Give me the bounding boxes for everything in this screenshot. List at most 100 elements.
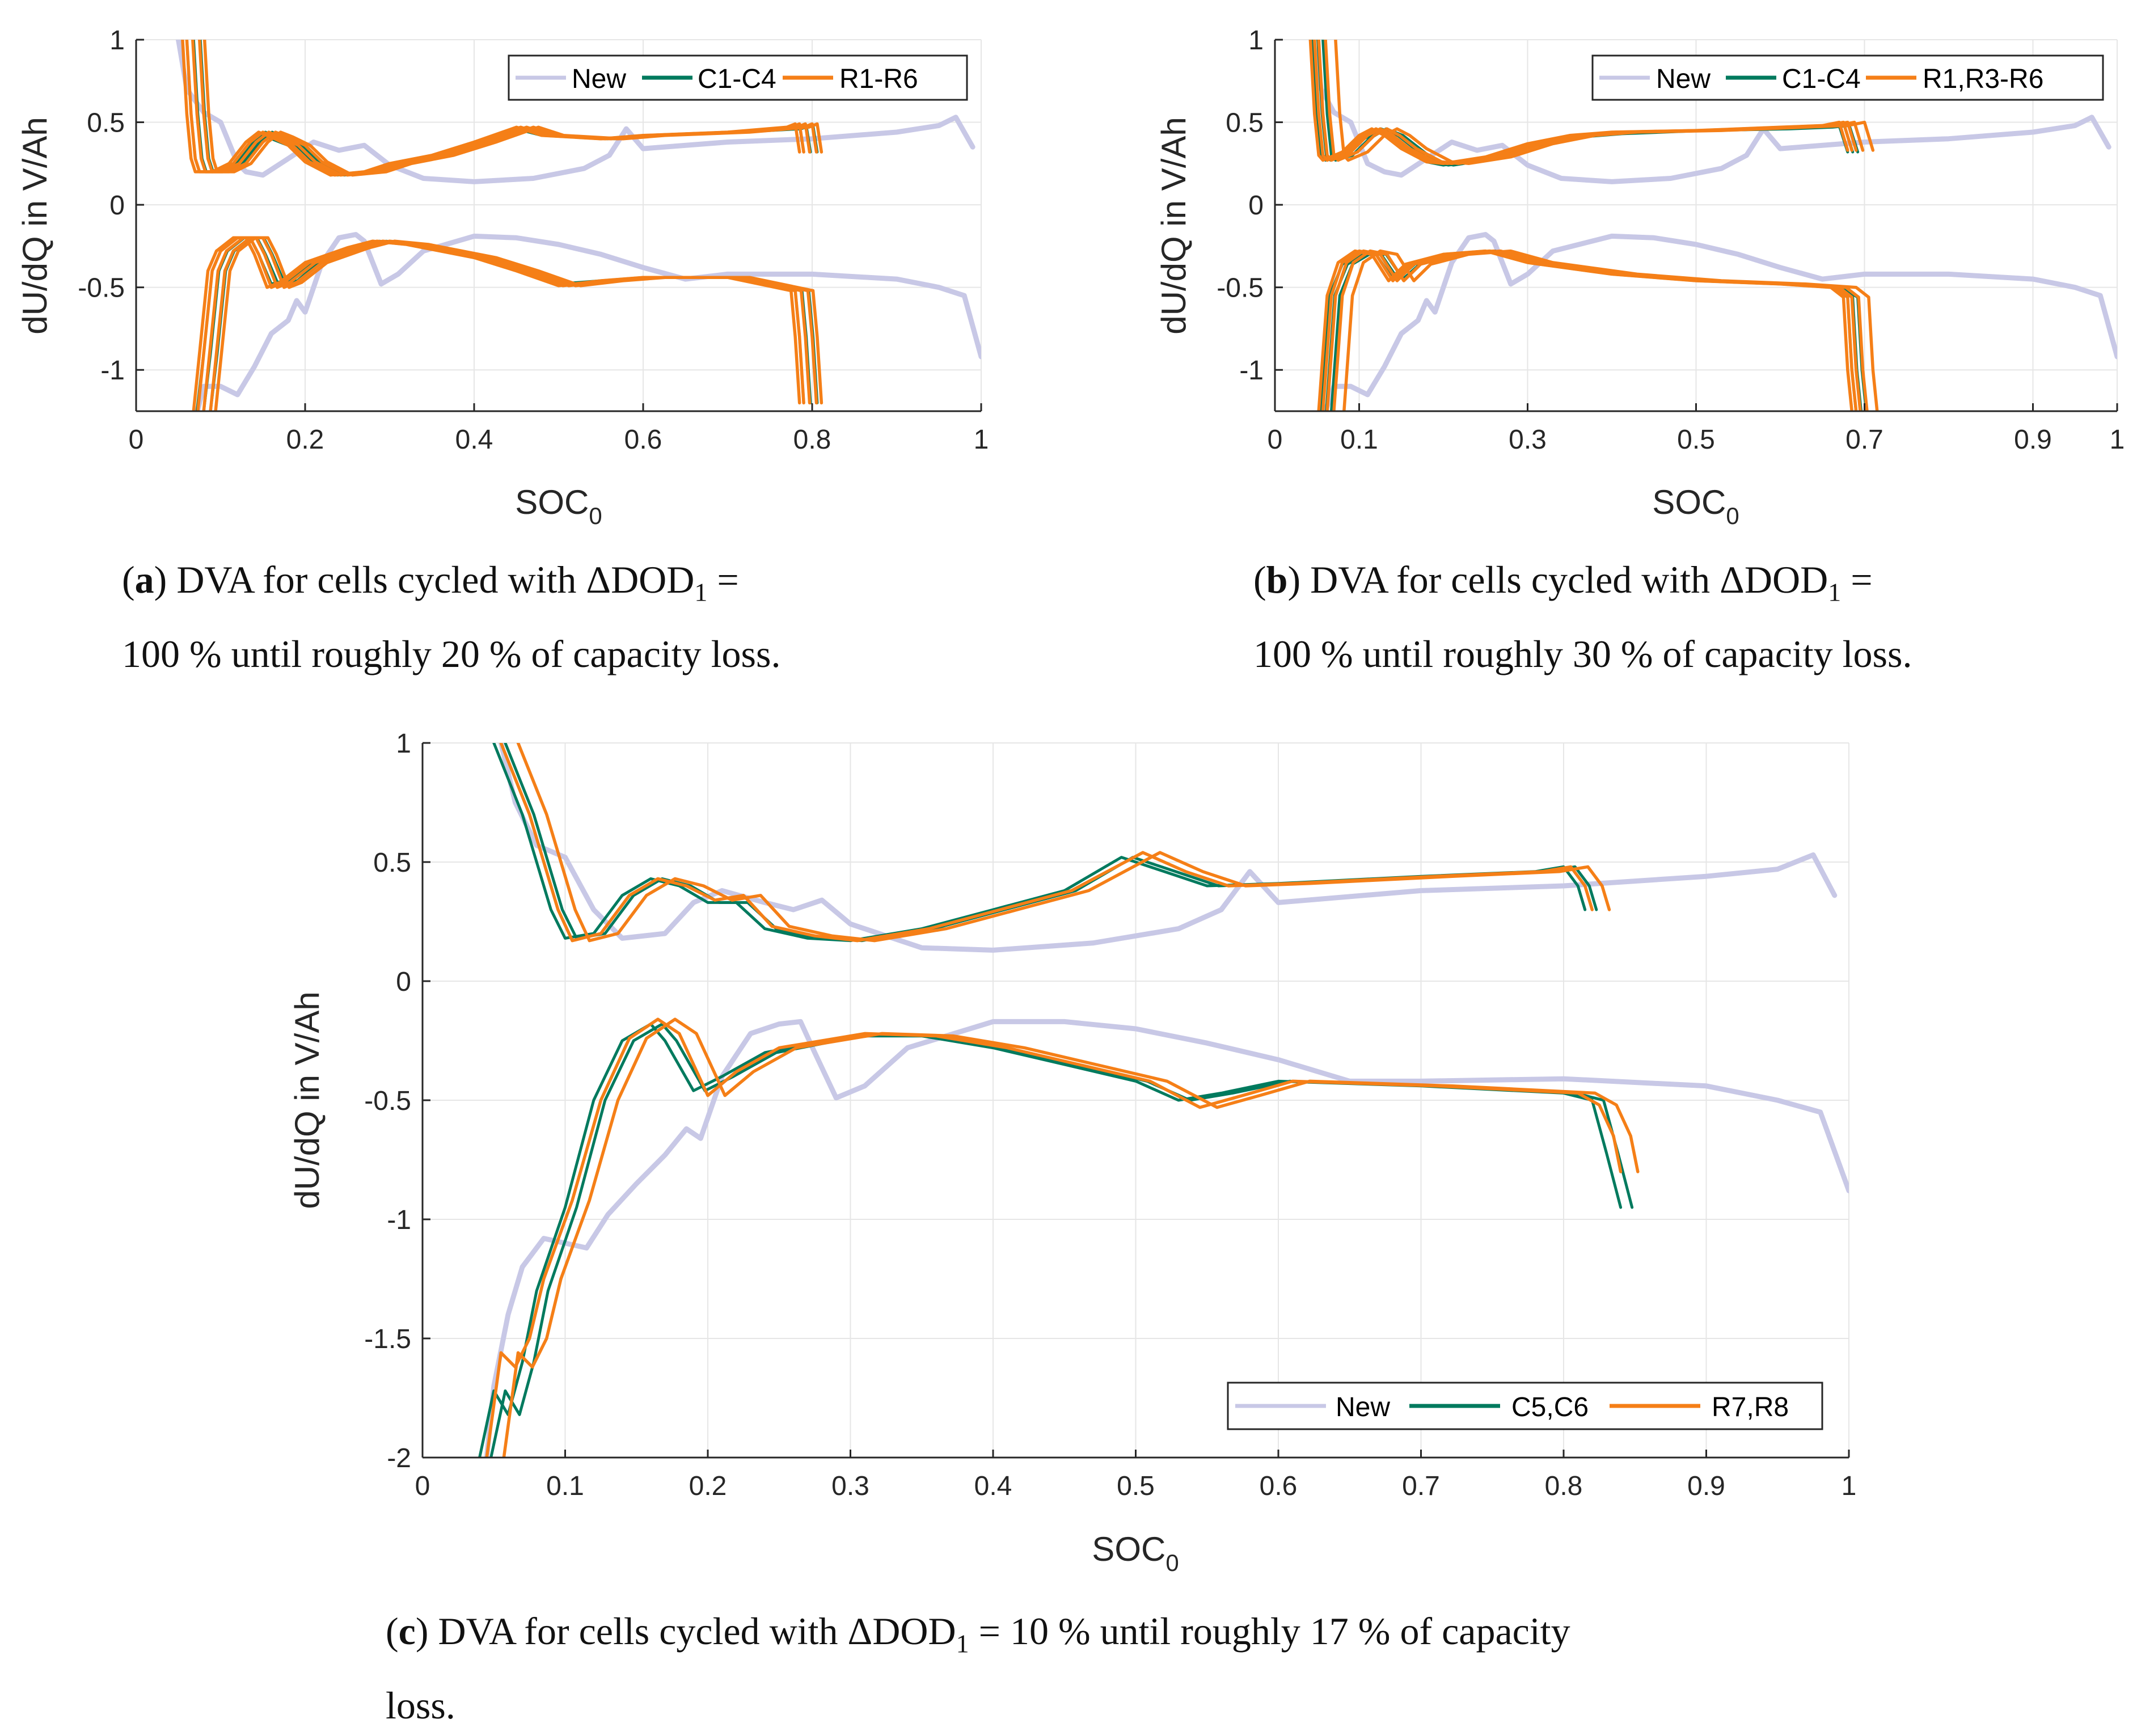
series-line-b-new-1-0 <box>1323 232 2117 411</box>
x-tick-label-c-6: 0.6 <box>1260 1471 1298 1501</box>
caption-b-sub: 1 <box>1828 577 1842 607</box>
y-axis-label-b: dU/dQ in V/Ah <box>1155 117 1193 335</box>
x-axis-label-a: SOC0 <box>515 483 602 529</box>
series-line-c-reference-1-1 <box>502 1017 1640 1458</box>
y-tick-label-c-0: -2 <box>387 1443 411 1473</box>
y-tick-label-b-4: 1 <box>1248 26 1264 56</box>
x-axis-label-b: SOC0 <box>1652 483 1739 529</box>
x-tick-label-c-0: 0 <box>415 1471 430 1501</box>
tick-labels-b: 0 0.1 0.3 0.5 0.7 0.9 1 -1 -0.5 0 0.5 1 <box>1217 26 2125 455</box>
y-tick-label-a-3: 0.5 <box>87 108 125 138</box>
y-tick-label-c-5: 0.5 <box>373 848 411 878</box>
series-line-b-new-0-0 <box>1310 40 2111 184</box>
y-tick-label-a-4: 1 <box>109 26 125 56</box>
caption-a-text: DVA for cells cycled with ΔDOD <box>176 558 695 601</box>
axes-a <box>135 39 982 412</box>
series-group-a <box>176 40 981 411</box>
x-axis-label-c: SOC0 <box>1092 1530 1179 1576</box>
caption-c-label: c <box>398 1610 416 1653</box>
legend-label-c-0: New <box>1336 1392 1390 1422</box>
y-tick-label-a-0: -1 <box>100 356 125 386</box>
y-tick-label-a-2: 0 <box>109 191 125 221</box>
caption-a: (a) DVA for cells cycled with ΔDOD1 = 10… <box>122 549 984 685</box>
x-tick-label-c-3: 0.3 <box>831 1471 869 1501</box>
grid-b <box>1274 39 2118 411</box>
x-axis-label-sub-a: 0 <box>589 502 602 529</box>
caption-c-text: DVA for cells cycled with ΔDOD <box>438 1610 956 1653</box>
caption-a-line2: 100 % until roughly 20 % of capacity los… <box>122 632 781 675</box>
x-axis-label-main-a: SOC <box>515 483 589 521</box>
plot-area-a <box>136 40 981 411</box>
x-tick-label-c-5: 0.5 <box>1117 1471 1155 1501</box>
chart-panel-a: 0 0.2 0.4 0.6 0.8 1-1-0.500.51 dU/dQ in V/Ah … <box>16 26 989 529</box>
caption-c-line1: (c) DVA for cells cycled with ΔDOD1 = 10… <box>386 1610 1570 1658</box>
y-tick-label-c-3: -0.5 <box>364 1086 411 1116</box>
x-tick-label-b-4: 0.7 <box>1845 425 1883 455</box>
x-tick-label-c-1: 0.1 <box>546 1471 584 1501</box>
caption-a-sub: 1 <box>694 577 708 607</box>
x-tick-label-c-10: 1 <box>1842 1471 1857 1501</box>
caption-a-label: a <box>134 558 154 601</box>
series-line-b-reference-0-4 <box>1334 40 1875 166</box>
legend-label-a-1: C1-C4 <box>698 64 776 94</box>
x-axis-label-main-b: SOC <box>1652 483 1726 521</box>
series-line-a-reference-0-4 <box>202 40 823 177</box>
axes-b <box>1274 39 2118 412</box>
legend-b: New C1-C4 R1,R3-R6 <box>1591 54 2104 101</box>
x-tick-label-a-1: 0.2 <box>286 425 324 455</box>
y-tick-label-c-1: -1.5 <box>364 1324 411 1354</box>
caption-b-label: b <box>1266 558 1288 601</box>
series-line-a-new-1-0 <box>195 232 981 411</box>
caption-c-sub: 1 <box>956 1629 969 1658</box>
series-line-c-new-1-0 <box>484 1019 1849 1458</box>
legend-box-a <box>508 54 968 101</box>
x-tick-label-b-5: 0.9 <box>2014 425 2052 455</box>
caption-a-eq: = <box>707 558 739 601</box>
series-line-b-reference-1-4 <box>1342 249 1879 411</box>
axes-c <box>421 742 1850 1459</box>
x-tick-label-a-3: 0.6 <box>624 425 662 455</box>
y-tick-label-c-6: 1 <box>396 729 411 759</box>
legend-box-c <box>1227 1382 1823 1430</box>
y-axis-label-a: dU/dQ in V/Ah <box>16 117 54 335</box>
series-line-c-reference-0-1 <box>516 743 1611 943</box>
x-tick-label-b-6: 1 <box>2110 425 2125 455</box>
x-tick-label-b-0: 0 <box>1268 425 1283 455</box>
legend-label-c-1: C5,C6 <box>1511 1392 1589 1422</box>
x-axis-label-main-c: SOC <box>1092 1530 1165 1568</box>
caption-b-text: DVA for cells cycled with ΔDOD <box>1310 558 1828 601</box>
x-tick-label-c-8: 0.8 <box>1545 1471 1583 1501</box>
x-axis-label-sub-c: 0 <box>1165 1549 1179 1576</box>
x-tick-label-b-3: 0.5 <box>1677 425 1715 455</box>
series-line-a-reference-1-4 <box>214 236 823 411</box>
series-group-c <box>478 743 1849 1458</box>
y-tick-label-c-4: 0 <box>396 967 411 997</box>
caption-b-eq: = <box>1841 558 1873 601</box>
caption-a-line1: (a) DVA for cells cycled with ΔDOD1 = <box>122 558 739 607</box>
x-tick-label-c-7: 0.7 <box>1402 1471 1440 1501</box>
series-group-b <box>1308 40 2117 411</box>
x-axis-label-sub-b: 0 <box>1726 502 1739 529</box>
legend-label-c-2: R7,R8 <box>1712 1392 1789 1422</box>
caption-b-line1: (b) DVA for cells cycled with ΔDOD1 = <box>1253 558 1873 607</box>
chart-panel-b: 0 0.1 0.3 0.5 0.7 0.9 1 -1 -0.5 0 0.5 1 dU/dQ in V/… <box>1155 26 2125 529</box>
caption-b-line2: 100 % until roughly 30 % of capacity los… <box>1253 632 1912 675</box>
tick-labels-a: 0 0.2 0.4 0.6 0.8 1 -1 -0.5 0 0.5 1 <box>78 26 989 455</box>
legend-c: New C5,C6 R7,R8 <box>1227 1382 1823 1430</box>
legend-label-a-0: New <box>572 64 626 94</box>
legend-box-b <box>1591 54 2104 101</box>
legend-label-b-2: R1,R3-R6 <box>1923 64 2043 94</box>
x-tick-label-b-1: 0.1 <box>1340 425 1378 455</box>
legend-label-b-1: C1-C4 <box>1782 64 1861 94</box>
caption-c-eq: = 10 % until roughly 17 % of capacity <box>969 1610 1570 1653</box>
x-tick-label-a-4: 0.8 <box>793 425 831 455</box>
tick-labels-c: 0 0.1 0.2 0.3 0.4 0.5 0.6 0.7 0.8 0.9 1 -2 -1.5 -1 -0.… <box>364 729 1856 1501</box>
caption-c-line2: loss. <box>386 1683 455 1727</box>
x-tick-label-a-2: 0.4 <box>455 425 493 455</box>
x-tick-label-c-2: 0.2 <box>689 1471 727 1501</box>
chart-panel-c: 0 0.1 0.2 0.3 0.4 0.5 0.6 0.7 0.8 0.9 1 -2 -1.5 -1 -0.… <box>288 729 1856 1576</box>
y-tick-label-b-3: 0.5 <box>1226 108 1264 138</box>
y-axis-label-c: dU/dQ in V/Ah <box>288 991 326 1209</box>
legend-label-b-0: New <box>1656 64 1711 94</box>
